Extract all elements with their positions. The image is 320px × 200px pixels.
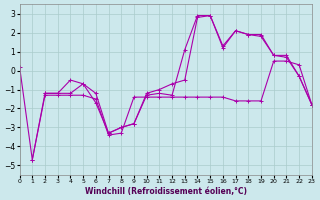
X-axis label: Windchill (Refroidissement éolien,°C): Windchill (Refroidissement éolien,°C) [85,187,247,196]
